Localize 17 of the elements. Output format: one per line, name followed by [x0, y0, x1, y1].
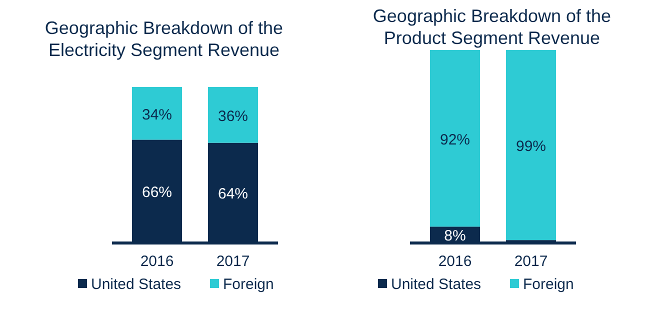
data-label: 36%: [218, 108, 248, 125]
data-label: 92%: [440, 131, 470, 148]
chart-title: Geographic Breakdown of the Electricity Segment Revenue: [44, 18, 284, 60]
x-tick-label: 2016: [438, 253, 472, 270]
data-label: 66%: [142, 184, 172, 201]
x-tick-label: 2017: [514, 253, 548, 270]
legend-label: United States: [391, 276, 482, 293]
x-tick-label: 2017: [216, 253, 250, 270]
data-label: 8%: [444, 227, 466, 244]
legend-label: United States: [91, 276, 182, 293]
data-label: 99%: [516, 138, 546, 156]
legend-label: Foreign: [523, 276, 574, 293]
data-label: 64%: [218, 185, 248, 202]
data-label: 34%: [142, 106, 172, 124]
legend-label: Foreign: [223, 276, 274, 293]
chart-title: Geographic Breakdown of the Product Segment Revenue: [372, 6, 612, 48]
x-tick-label: 2016: [140, 253, 174, 270]
